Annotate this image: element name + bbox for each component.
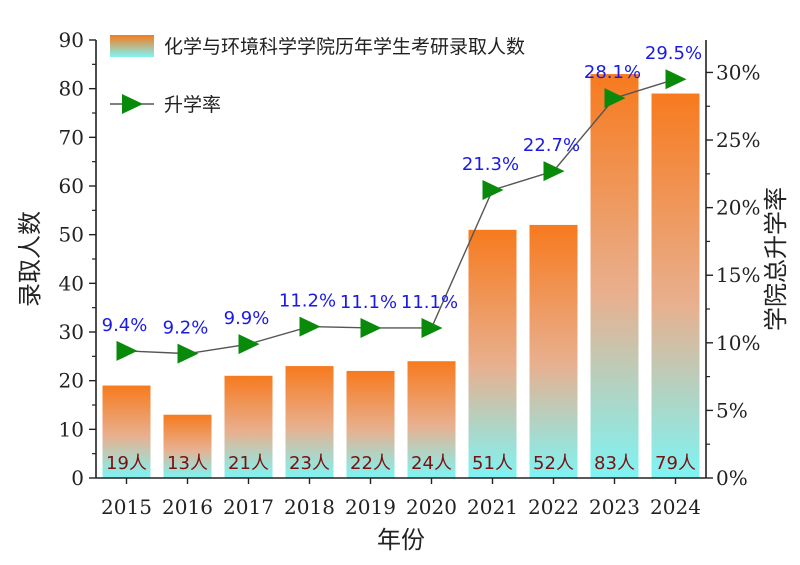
rate-label-2017: 9.9% [224,308,270,329]
legend-label-rate: 升学率 [164,94,221,116]
x-axis-title: 年份 [377,526,425,554]
x-tick-label: 2022 [528,495,579,519]
bar-2017 [224,375,273,478]
x-tick-label: 2023 [589,495,640,519]
bar-label-2024: 79人 [655,453,696,474]
y-tick-label: 30 [59,320,84,344]
bar-2019 [346,370,395,478]
rate-label-2016: 9.2% [163,318,209,339]
bar-2015 [102,385,151,478]
rate-marker-2017 [238,334,260,355]
rate-marker-2023 [604,88,626,109]
y-tick-label: 80 [59,77,84,101]
x-tick-label: 2016 [162,495,213,519]
bar-label-2019: 22人 [350,453,391,474]
rate-marker-2024 [665,69,687,90]
line-layer [116,69,687,364]
rate-marker-2020 [421,317,443,338]
axes-layer: 0 10 20 30 40 50 60 70 80 90 0% 5% 10% 15% 20% 25% 30% 20… [16,28,790,554]
rate-marker-2015 [116,340,138,361]
bar-label-2015: 19人 [106,453,147,474]
y-tick-label: 0 [71,466,84,490]
bars-layer [102,74,700,479]
y2-tick-label: 25% [716,128,760,152]
bar-label-2023: 83人 [594,453,635,474]
rate-label-2015: 9.4% [102,315,148,336]
bar-label-2018: 23人 [289,453,330,474]
rate-marker-2019 [360,317,382,338]
rate-marker-2016 [177,343,199,364]
x-tick-label: 2021 [467,495,518,519]
rate-marker-2022 [543,161,565,182]
x-tick-label: 2020 [406,495,457,519]
bar-2022 [529,224,578,478]
y-tick-label: 20 [59,369,84,393]
legend-marker-rate [122,94,143,114]
rate-label-2023: 28.1% [584,62,641,83]
x-tick-label: 2024 [650,495,701,519]
bar-label-2017: 21人 [228,453,269,474]
y2-tick-label: 20% [716,196,760,220]
bar-label-2020: 24人 [411,453,452,474]
bar-label-2021: 51人 [472,453,513,474]
y-axis-title: 录取人数 [16,211,44,307]
rate-label-2018: 11.2% [279,291,336,312]
y2-tick-label: 15% [716,263,760,287]
x-tick-label: 2017 [223,495,274,519]
y-tick-label: 60 [59,174,84,198]
y-tick-label: 70 [59,125,84,149]
y2-axis-title: 学院总升学率 [762,187,790,331]
bar-2018 [285,366,334,478]
y-tick-label: 90 [59,28,84,52]
rate-label-2019: 11.1% [340,292,397,313]
labels-layer: 9.4% 9.2% 9.9%11.2% 11.1% 11.1%21.3%22.7%28.… [102,43,702,474]
y-tick-label: 10 [59,417,84,441]
x-tick-label: 2019 [345,495,396,519]
rate-line [126,78,676,355]
bar-label-2016: 13人 [167,453,208,474]
x-tick-label: 2018 [284,495,335,519]
rate-label-2020: 11.1% [401,292,458,313]
rate-marker-2021 [482,180,504,201]
legend-swatch-bars [110,35,154,57]
rate-label-2022: 22.7% [523,135,580,156]
y2-tick-label: 5% [716,398,748,422]
y2-tick-label: 0% [716,466,748,490]
y-tick-label: 50 [59,223,84,247]
y2-tick-label: 10% [716,331,760,355]
rate-label-2021: 21.3% [462,154,519,175]
y-tick-label: 40 [59,271,84,295]
bar-2016 [163,414,212,478]
bar-2021 [468,229,517,478]
y2-tick-label: 30% [716,60,760,84]
x-tick-label: 2015 [101,495,152,519]
legend-label-bars: 化学与环境科学学院历年学生考研录取人数 [164,36,525,58]
bar-2020 [407,361,456,478]
rate-marker-2018 [299,316,321,337]
rate-label-2024: 29.5% [645,43,702,64]
bar-2024 [651,93,700,479]
bar-2023 [590,74,639,479]
bar-label-2022: 52人 [533,453,574,474]
